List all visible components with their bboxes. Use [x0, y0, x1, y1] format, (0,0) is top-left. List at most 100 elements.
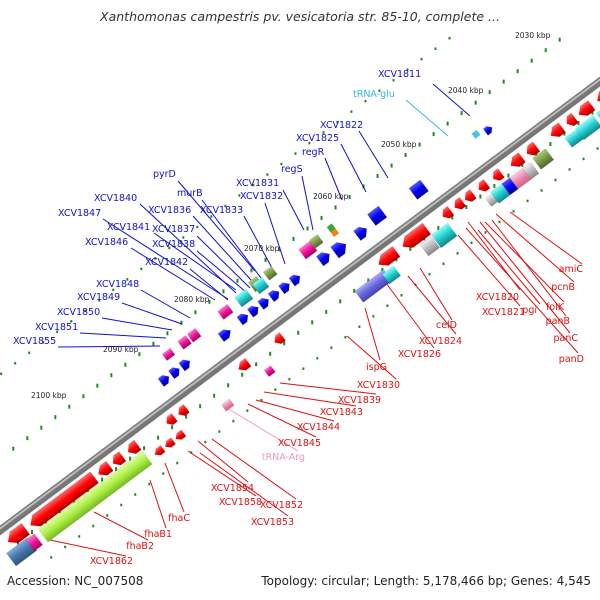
gene-forward-shape[interactable] — [482, 124, 494, 136]
gene-label[interactable]: XCV1845 — [278, 438, 321, 449]
gene-forward[interactable] — [366, 205, 388, 226]
gene-reverse-lane2-shape[interactable] — [419, 236, 441, 257]
gene-label[interactable]: XCV1836 — [148, 205, 191, 216]
gene-reverse-shape[interactable] — [109, 451, 127, 469]
gene-label[interactable]: XCV1854 — [211, 483, 254, 494]
gene-reverse-lane2-shape[interactable] — [532, 148, 555, 170]
gene-reverse-lane2-shape[interactable] — [25, 533, 43, 552]
gene-reverse[interactable] — [490, 168, 505, 184]
gene-label[interactable]: XCV1837 — [152, 224, 195, 235]
gene-reverse-lane2[interactable] — [490, 183, 511, 204]
gene-label[interactable]: XCV1853 — [251, 517, 294, 528]
gene-label[interactable]: XCV1849 — [77, 292, 120, 303]
gene-features[interactable] — [4, 82, 600, 567]
gene-forward-shape[interactable] — [246, 303, 261, 318]
gene-reverse-lane2-shape[interactable] — [173, 429, 187, 442]
gene-label[interactable]: tRNA-glu — [353, 89, 395, 100]
gene-reverse[interactable] — [26, 471, 100, 531]
gene-reverse-lane2[interactable] — [263, 365, 276, 378]
gene-reverse[interactable] — [375, 245, 401, 270]
gene-reverse-shape[interactable] — [124, 439, 142, 457]
gene-reverse-lane2-shape[interactable] — [485, 193, 499, 207]
gene-forward[interactable] — [246, 303, 261, 318]
gene-reverse-shape[interactable] — [523, 141, 541, 159]
gene-forward-lane2-shape[interactable] — [251, 276, 270, 295]
gene-reverse-lane2[interactable] — [38, 451, 153, 543]
gene-forward-shape[interactable] — [353, 224, 371, 241]
gene-forward[interactable] — [288, 272, 303, 287]
gene-reverse[interactable] — [507, 152, 526, 171]
gene-label[interactable]: XCV1844 — [297, 422, 340, 433]
gene-label[interactable]: XCV1847 — [58, 208, 101, 219]
gene-reverse-lane2[interactable] — [163, 437, 177, 450]
gene-label[interactable]: pyrD — [153, 169, 176, 180]
gene-label[interactable]: fhaC — [168, 513, 190, 524]
gene-forward-lane2[interactable] — [161, 347, 176, 361]
gene-label[interactable]: XCV1846 — [85, 237, 128, 248]
gene-forward-lane2[interactable] — [217, 303, 234, 320]
gene-label[interactable]: XCV1843 — [320, 407, 363, 418]
gene-forward-shape[interactable] — [288, 272, 303, 287]
gene-reverse-lane2-shape[interactable] — [509, 167, 532, 190]
gene-reverse-lane2-shape[interactable] — [38, 451, 153, 543]
gene-label[interactable]: XCV1830 — [357, 380, 400, 391]
gene-forward-shape[interactable] — [278, 280, 292, 295]
gene-label[interactable]: XCV1832 — [240, 191, 283, 202]
gene-reverse-shape[interactable] — [95, 460, 114, 479]
gene-forward-shape[interactable] — [178, 357, 193, 372]
gene-label[interactable]: celD — [436, 320, 457, 331]
gene-reverse[interactable] — [109, 451, 127, 469]
gene-forward[interactable] — [236, 311, 251, 326]
gene-forward-lane2[interactable] — [326, 223, 336, 233]
gene-label[interactable]: amiC — [559, 264, 584, 275]
gene-label[interactable]: XCV1852 — [260, 500, 303, 511]
gene-reverse[interactable] — [399, 222, 432, 252]
gene-forward-lane2-shape[interactable] — [217, 303, 234, 320]
gene-forward[interactable] — [482, 124, 494, 136]
gene-reverse-lane2-shape[interactable] — [522, 161, 540, 180]
gene-label[interactable]: fhaB1 — [144, 529, 172, 540]
gene-label[interactable]: XCV1858 — [219, 497, 262, 508]
gene-label[interactable]: XCV1811 — [378, 69, 421, 80]
gene-forward[interactable] — [217, 326, 234, 342]
gene-forward[interactable] — [157, 373, 172, 387]
gene-forward-lane2-shape[interactable] — [298, 240, 318, 260]
gene-forward-shape[interactable] — [315, 249, 333, 267]
gene-reverse[interactable] — [563, 112, 579, 129]
gene-reverse-lane2-shape[interactable] — [220, 398, 235, 412]
gene-forward-shape[interactable] — [217, 326, 234, 342]
gene-reverse-shape[interactable] — [475, 178, 491, 194]
gene-forward-lane2-shape[interactable] — [262, 265, 278, 281]
gene-reverse[interactable] — [164, 413, 178, 427]
gene-reverse-shape[interactable] — [507, 152, 526, 171]
gene-reverse-shape[interactable] — [375, 245, 401, 270]
gene-label[interactable]: XCV1842 — [145, 257, 188, 268]
gene-reverse-lane2-shape[interactable] — [381, 265, 402, 285]
gene-reverse-lane2-shape[interactable] — [263, 365, 276, 378]
gene-reverse-lane2[interactable] — [6, 537, 38, 567]
gene-reverse-lane2[interactable] — [25, 533, 43, 552]
gene-reverse-lane2[interactable] — [431, 222, 458, 249]
gene-label[interactable]: XCV1833 — [200, 205, 243, 216]
gene-reverse-lane2-shape[interactable] — [431, 222, 458, 249]
gene-reverse-lane2[interactable] — [485, 193, 499, 207]
gene-label[interactable]: murB — [177, 188, 203, 199]
gene-reverse[interactable] — [523, 141, 541, 159]
gene-reverse[interactable] — [451, 196, 467, 212]
gene-forward[interactable] — [257, 295, 272, 310]
gene-reverse-lane2[interactable] — [419, 236, 441, 257]
gene-label[interactable]: XCV1850 — [57, 307, 100, 318]
gene-forward[interactable] — [330, 239, 351, 259]
gene-forward-lane2-shape[interactable] — [308, 233, 324, 249]
gene-reverse[interactable] — [439, 205, 455, 221]
gene-forward[interactable] — [178, 357, 193, 372]
gene-forward[interactable] — [168, 365, 182, 380]
gene-label[interactable]: XCV1826 — [398, 349, 441, 360]
gene-reverse-shape[interactable] — [547, 122, 566, 141]
gene-reverse-lane2[interactable] — [509, 167, 532, 190]
gene-label[interactable]: panD — [559, 354, 584, 365]
gene-reverse-lane2[interactable] — [532, 148, 555, 170]
gene-reverse-shape[interactable] — [490, 168, 505, 184]
gene-reverse[interactable] — [236, 357, 252, 373]
gene-label[interactable]: XCV1821 — [482, 307, 525, 318]
